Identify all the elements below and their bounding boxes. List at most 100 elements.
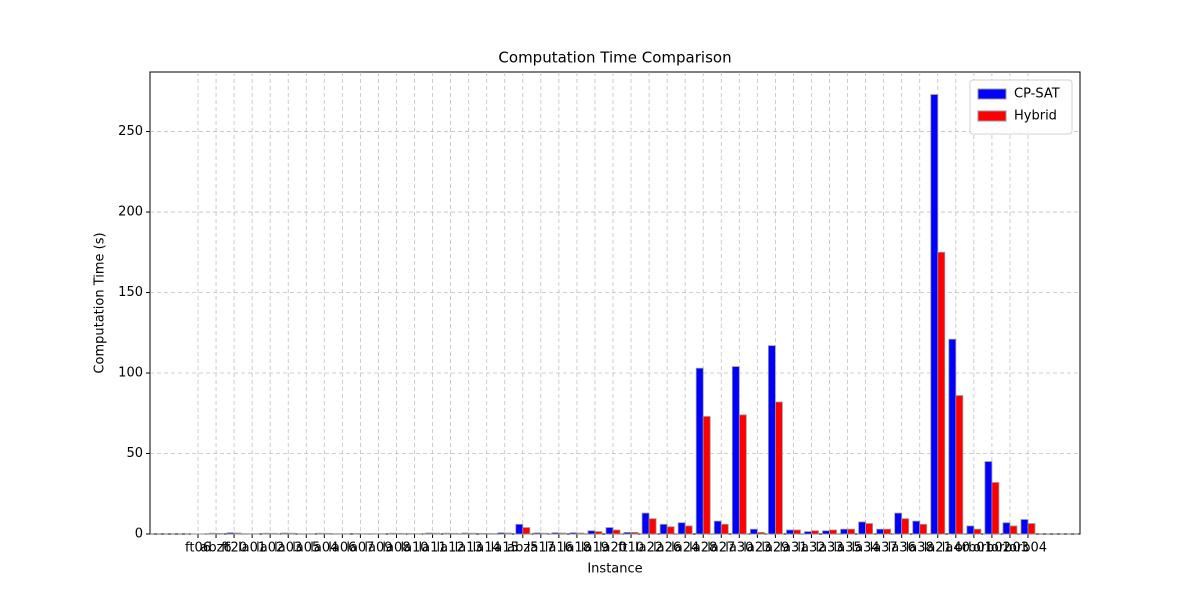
bar (937, 251, 946, 535)
bar (894, 512, 903, 535)
bar (840, 528, 848, 535)
bar (287, 532, 296, 535)
x-tick-label: la01 (238, 541, 266, 556)
x-tick-label: la19 (581, 541, 609, 556)
legend-label: Hybrid (1014, 109, 1057, 124)
bar (912, 520, 921, 535)
legend-swatch (977, 88, 1007, 100)
bar (569, 532, 578, 535)
x-tick-label: ft10 (618, 541, 644, 556)
legend-swatch (977, 110, 1007, 122)
bar (215, 532, 224, 535)
bar (966, 525, 975, 535)
bar (756, 531, 765, 535)
x-tick-label: la17 (527, 541, 555, 556)
bar (504, 532, 513, 535)
bar (930, 94, 939, 535)
x-tick-label: la30 (725, 541, 753, 556)
x-tick-label: ft20 (221, 541, 247, 556)
bar (515, 523, 524, 535)
bar (811, 530, 819, 535)
x-tick-label: abz6 (200, 541, 231, 556)
x-tick-label: la31 (779, 541, 807, 556)
x-axis-label: Instance (587, 562, 642, 577)
y-tick-label: 50 (126, 446, 143, 461)
y-tick-label: 200 (118, 205, 143, 220)
x-tick-label: la11 (419, 541, 447, 556)
bar (822, 530, 830, 535)
x-tick-label: la26 (653, 541, 681, 556)
x-tick-label: la04 (310, 541, 338, 556)
bar (865, 523, 874, 535)
bar (479, 532, 488, 535)
x-tick-label: la38 (906, 541, 934, 556)
bar (648, 518, 657, 535)
bar (630, 531, 639, 535)
x-tick-label: la03 (274, 541, 302, 556)
x-tick-label: la24 (671, 541, 699, 556)
bar (973, 528, 982, 535)
bar (612, 529, 621, 535)
bar (450, 532, 459, 535)
bar (731, 366, 740, 535)
chart-title: Computation Time Comparison (498, 49, 731, 67)
bar (389, 532, 397, 535)
y-axis-label: Computation Time (s) (93, 232, 108, 373)
bar (1020, 519, 1029, 535)
bar (659, 523, 668, 535)
bar (269, 532, 278, 535)
bar (767, 345, 776, 535)
x-tick-label: la07 (346, 541, 374, 556)
x-tick-label: la28 (689, 541, 717, 556)
y-tick-label: 250 (118, 124, 143, 139)
bar (623, 531, 632, 535)
bar (576, 532, 585, 535)
bar (1009, 525, 1018, 535)
x-tick-label: la13 (455, 541, 483, 556)
bar (876, 528, 885, 535)
x-tick-label: abz5 (507, 541, 538, 556)
x-tick-label: la15 (491, 541, 519, 556)
x-tick-label: la06 (328, 541, 356, 556)
y-tick-label: 150 (118, 285, 143, 300)
bar (316, 532, 325, 535)
bar (901, 518, 910, 535)
bar (738, 414, 747, 535)
bar (786, 529, 794, 535)
bar (991, 482, 1000, 535)
bar (948, 338, 957, 535)
y-tick-label: 0 (135, 527, 143, 542)
legend-label: CP-SAT (1014, 87, 1060, 102)
x-tick-label: la22 (635, 541, 663, 556)
x-tick-label: la20 (599, 541, 627, 556)
bar (262, 532, 271, 535)
x-tick-label: la08 (382, 541, 410, 556)
x-tick-label: orb03 (991, 541, 1029, 556)
x-tick-label: la21 (924, 541, 952, 556)
bar (226, 532, 235, 535)
bar (551, 532, 560, 535)
bar (1027, 523, 1036, 535)
x-tick-label: orb01 (955, 541, 993, 556)
bar (829, 529, 837, 535)
x-tick-label: la32 (797, 541, 825, 556)
bar (695, 367, 704, 535)
x-tick-label: la34 (852, 541, 880, 556)
bar (677, 522, 686, 535)
x-tick-label: orb04 (1009, 541, 1047, 556)
bar (208, 532, 217, 535)
x-tick-label: la27 (707, 541, 735, 556)
x-tick-label: la14 (473, 541, 501, 556)
x-tick-label: la18 (563, 541, 591, 556)
bar (720, 523, 729, 535)
x-tick-label: la37 (870, 541, 898, 556)
bar (540, 532, 549, 535)
bar (443, 532, 452, 535)
bar (749, 528, 758, 535)
bar (713, 520, 722, 535)
bar (497, 532, 506, 535)
x-tick-label: la35 (834, 541, 862, 556)
bar (684, 525, 693, 535)
bar (666, 526, 675, 535)
